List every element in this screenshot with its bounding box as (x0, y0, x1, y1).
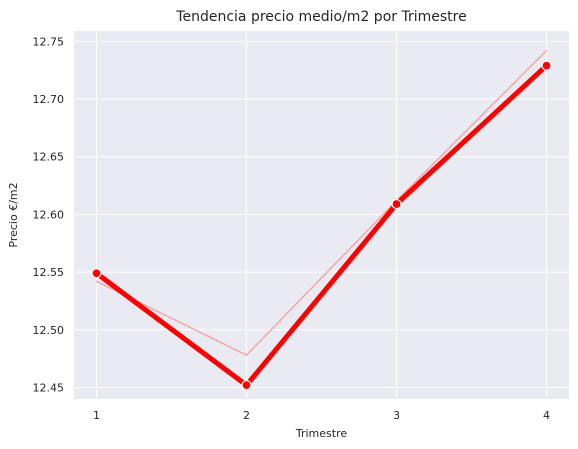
trend-line (95, 49, 548, 356)
y-axis-label: Precio €/m2 (7, 182, 20, 247)
y-tick-label: 12.55 (33, 266, 65, 279)
y-tick-label: 12.50 (33, 324, 65, 337)
chart-title: Tendencia precio medio/m2 por Trimestre (175, 9, 466, 25)
x-tick-label: 2 (243, 409, 250, 422)
y-tick-label: 12.65 (33, 151, 65, 164)
y-tick-labels: 12.45 12.50 12.55 12.60 12.65 12.70 12.75 (33, 35, 65, 394)
plot-area (74, 31, 569, 399)
x-tick-label: 1 (93, 409, 100, 422)
y-tick-label: 12.70 (33, 93, 65, 106)
x-tick-labels: 1 2 3 4 (93, 409, 550, 422)
x-gridlines (96, 31, 547, 399)
series-main (91, 60, 552, 391)
data-point (91, 268, 102, 279)
series-trend (95, 49, 548, 356)
y-tick-label: 12.75 (33, 35, 65, 48)
y-tick-label: 12.45 (33, 381, 65, 394)
data-point (391, 198, 402, 210)
data-point (541, 60, 552, 71)
main-line (94, 63, 549, 388)
data-point (241, 380, 252, 391)
x-axis-label: Trimestre (295, 427, 347, 440)
series-layer (91, 49, 552, 391)
y-tick-label: 12.60 (33, 208, 65, 221)
y-gridlines (74, 40, 569, 388)
x-tick-label: 4 (543, 409, 550, 422)
x-tick-label: 3 (393, 409, 400, 422)
